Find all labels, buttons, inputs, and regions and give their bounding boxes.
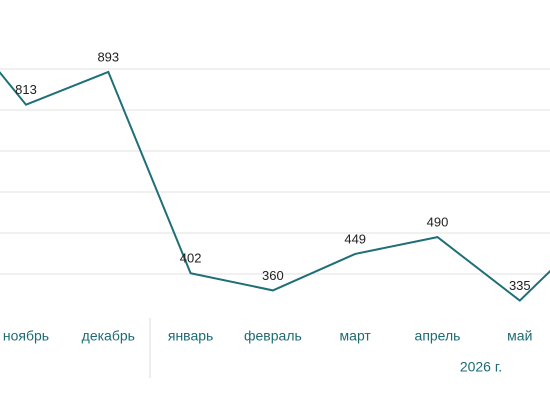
data-label: 490 <box>427 215 449 230</box>
year-label: 2026 г. <box>460 359 502 375</box>
x-tick-label: май <box>507 328 532 344</box>
data-label: 335 <box>509 278 531 293</box>
data-label: 813 <box>15 82 37 97</box>
data-label: 893 <box>97 49 119 64</box>
x-tick-label: апрель <box>415 328 461 344</box>
x-tick-label: декабрь <box>82 328 135 344</box>
data-label: 360 <box>262 268 284 283</box>
x-tick-label: ноябрь <box>3 328 49 344</box>
x-tick-label: февраль <box>244 328 302 344</box>
data-label: 402 <box>180 251 202 266</box>
x-tick-label: март <box>340 328 372 344</box>
data-label: 449 <box>344 231 366 246</box>
line <box>0 70 550 302</box>
x-tick-label: январь <box>168 328 213 344</box>
